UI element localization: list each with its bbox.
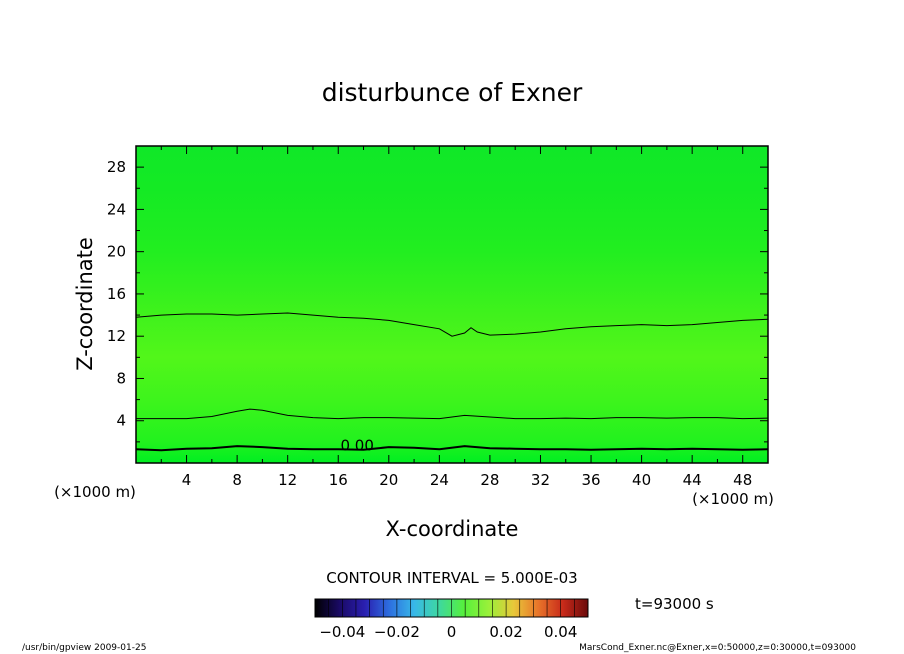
x-tick-label: 44 [683, 471, 702, 489]
colorbar-tick-label: −0.04 [319, 623, 365, 641]
contour-line [136, 408, 768, 420]
y-tick-label: 4 [116, 412, 126, 430]
footer-left: /usr/bin/gpview 2009-01-25 [22, 643, 146, 653]
y-axis-ticks: 4 8 12 16 20 24 28 [107, 145, 768, 464]
y-tick-label: 8 [116, 369, 126, 387]
colorbar-tick-label: 0 [447, 623, 457, 641]
contour-label: 0.00 [340, 436, 373, 454]
x-tick-label: 12 [278, 471, 297, 489]
contour-line [136, 445, 768, 452]
y-tick-label: 20 [107, 243, 126, 261]
y-tick-label: 28 [107, 158, 126, 176]
x-tick-label: 36 [581, 471, 600, 489]
plot-frame [135, 145, 769, 464]
x-axis-label: X-coordinate [386, 517, 519, 541]
y-tick-label: 16 [107, 285, 126, 303]
x-tick-label: 48 [733, 471, 752, 489]
x-tick-label: 20 [379, 471, 398, 489]
plot-field [136, 146, 768, 463]
contour-line [136, 312, 768, 337]
x-unit-left: (×1000 m) [54, 483, 136, 501]
time-label: t=93000 s [635, 595, 714, 613]
contour-lines [136, 312, 768, 452]
x-tick-label: 32 [531, 471, 550, 489]
colorbar-tick-label: −0.02 [374, 623, 420, 641]
y-tick-label: 24 [107, 200, 126, 218]
x-axis-ticks: 4 8 12 16 20 24 28 32 36 40 44 48 [135, 146, 769, 489]
colorbar-ticks: −0.04 −0.02 0 0.02 0.04 [314, 599, 589, 641]
contour-interval-label: CONTOUR INTERVAL = 5.000E-03 [326, 569, 577, 587]
y-tick-label: 12 [107, 327, 126, 345]
footer-right: MarsCond_Exner.nc@Exner,x=0:50000,z=0:30… [579, 643, 856, 653]
contour-labels: 0.00 [340, 436, 373, 454]
x-tick-label: 4 [182, 471, 192, 489]
x-tick-label: 16 [329, 471, 348, 489]
y-axis-label: Z-coordinate [73, 237, 97, 371]
x-unit-right: (×1000 m) [692, 490, 774, 508]
x-tick-label: 40 [632, 471, 651, 489]
x-tick-label: 8 [232, 471, 242, 489]
x-tick-label: 24 [430, 471, 449, 489]
colorbar-tick-label: 0.04 [544, 623, 577, 641]
x-tick-label: 28 [480, 471, 499, 489]
chart-title: disturbunce of Exner [322, 78, 583, 107]
colorbar-tick-label: 0.02 [489, 623, 522, 641]
